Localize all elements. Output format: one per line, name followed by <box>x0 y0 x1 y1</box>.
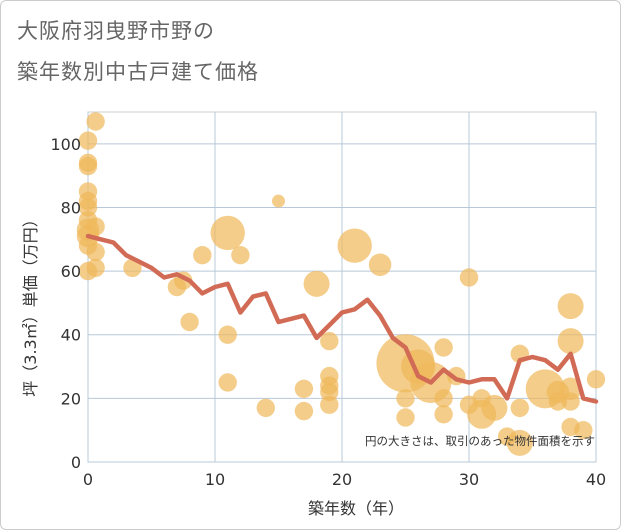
bubble-point <box>294 379 314 399</box>
x-tick-label: 40 <box>586 470 606 489</box>
bubble-point <box>557 328 584 355</box>
bubble-point <box>231 245 250 265</box>
bubble-point <box>218 373 237 392</box>
x-tick-label: 30 <box>459 470 479 489</box>
bubble-point <box>193 245 212 265</box>
bubble-point <box>574 420 593 440</box>
bubble-point <box>256 398 275 418</box>
bubble-point <box>337 228 372 263</box>
bubble-point <box>368 253 392 276</box>
bubble-point <box>510 398 529 418</box>
y-tick-label: 80 <box>61 198 81 217</box>
bubble-point <box>320 395 339 414</box>
bubble-point <box>303 270 330 297</box>
bubble-size-note: 円の大きさは、取引のあった物件面積を示す <box>365 434 595 448</box>
bubble-point <box>557 293 584 320</box>
x-tick-label: 20 <box>332 470 352 489</box>
bubble-point <box>86 242 105 262</box>
bubble-point <box>396 408 415 427</box>
bubble-point <box>78 131 98 150</box>
bubble-point <box>434 405 453 424</box>
bubble-point <box>210 215 245 251</box>
bubble-point <box>123 258 142 278</box>
bubble-point <box>459 268 479 287</box>
bubble-point <box>86 112 105 131</box>
bubble-point <box>86 258 105 278</box>
tick-labels: 0 10 20 30 40 0 20 40 60 80 100 <box>50 135 606 489</box>
y-tick-label: 100 <box>50 135 81 154</box>
bubble-point <box>396 389 415 408</box>
bubble-point <box>434 338 453 357</box>
y-tick-label: 60 <box>61 262 81 281</box>
y-tick-label: 20 <box>61 389 81 408</box>
bubble-point <box>320 382 339 402</box>
bubble-point <box>86 217 105 236</box>
bubble-point <box>78 156 98 176</box>
y-tick-label: 0 <box>71 453 81 472</box>
bubble-point <box>218 325 237 344</box>
x-tick-label: 10 <box>205 470 225 489</box>
bubble-point <box>78 198 98 217</box>
chart-title-line2: 築年数別中古戸建て価格 <box>17 60 259 84</box>
bubble-point <box>320 331 339 351</box>
bubble-point <box>472 389 491 408</box>
bubble-point <box>294 401 314 421</box>
bubble-point <box>586 370 606 389</box>
average-price-line <box>85 233 599 404</box>
bubble-point <box>561 392 580 411</box>
average-line-group <box>85 233 599 404</box>
y-axis-label: 坪（3.3㎡）単価（万円） <box>21 211 40 396</box>
bubble-point <box>548 392 568 411</box>
y-tick-label: 40 <box>61 326 81 345</box>
chart-title-line1: 大阪府羽曳野市野の <box>17 19 215 43</box>
bubble-point <box>497 427 517 446</box>
bubble-point <box>180 312 199 332</box>
x-tick-label: 0 <box>83 470 93 489</box>
bubble-point <box>272 194 285 208</box>
bubble-point <box>434 389 453 408</box>
x-axis-label: 築年数（年） <box>308 499 404 518</box>
